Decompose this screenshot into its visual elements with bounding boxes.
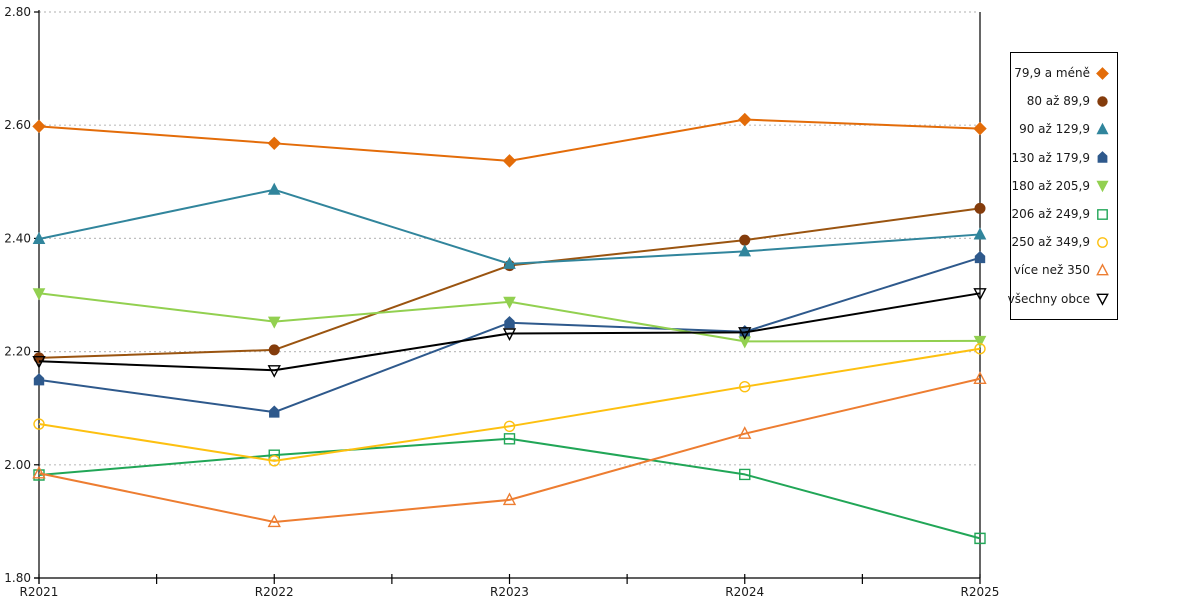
legend-item-label: 130 až 179,9 [1011, 150, 1090, 165]
y-tick-label: 2.80 [4, 5, 31, 19]
data-point-marker [738, 244, 752, 257]
data-point-marker [973, 121, 987, 136]
data-point-marker [267, 365, 281, 378]
x-tick-label: R2022 [255, 585, 294, 599]
x-tick-label: R2023 [490, 585, 529, 599]
triangle-up-legend-marker-icon [1096, 263, 1109, 276]
data-point-marker [269, 405, 280, 418]
data-point-marker [973, 371, 987, 384]
data-point-marker [974, 202, 986, 214]
legend-item-label: 90 až 129,9 [1019, 122, 1090, 137]
data-point-marker [1096, 122, 1109, 135]
legend-item-label: více než 350 [1013, 263, 1090, 278]
data-point-marker [267, 316, 281, 329]
circle-legend-marker-icon [1097, 236, 1108, 248]
triangle-down-legend-marker-icon [1096, 293, 1109, 306]
data-point-marker [32, 231, 46, 244]
legend-item-label: 79,9 a méně [1014, 66, 1090, 81]
legend-item: všechny obce [1007, 285, 1117, 313]
data-point-marker [738, 327, 752, 340]
legend-item-label: všechny obce [1007, 291, 1090, 306]
data-point-marker [32, 356, 46, 369]
data-point-marker [268, 455, 280, 467]
data-point-marker [1096, 293, 1109, 306]
data-point-marker [32, 119, 46, 134]
data-point-marker [268, 344, 280, 356]
data-point-marker [974, 532, 986, 545]
legend-item: více než 350 [1011, 256, 1117, 284]
data-point-marker [974, 250, 986, 264]
data-point-marker [739, 234, 751, 246]
data-point-marker [973, 335, 987, 348]
data-point-marker [503, 433, 516, 445]
y-tick-label: 1.80 [4, 571, 31, 585]
legend-item-label: 180 až 205,9 [1011, 178, 1090, 193]
y-tick-label: 2.20 [4, 345, 31, 359]
x-tick-label: R2025 [961, 585, 1000, 599]
triangle-up-legend-marker-icon [1096, 122, 1109, 135]
data-point-marker [739, 381, 751, 393]
data-point-marker [973, 227, 987, 240]
data-point-marker [1096, 263, 1109, 276]
series-line [38, 377, 981, 523]
data-point-marker [32, 465, 46, 479]
y-tick-label: 2.00 [4, 458, 31, 472]
series-line [38, 256, 981, 414]
data-point-marker [974, 343, 986, 355]
data-point-marker [502, 492, 517, 506]
legend-item: 180 až 205,9 [1011, 172, 1117, 200]
data-point-marker [739, 468, 751, 481]
data-point-marker [267, 136, 281, 151]
data-point-marker [738, 112, 752, 127]
data-point-marker [267, 514, 281, 528]
data-point-marker [1097, 236, 1108, 248]
data-point-marker [33, 373, 45, 386]
data-point-marker [1097, 208, 1108, 220]
x-tick-label: R2021 [20, 585, 59, 599]
legend-item: 206 až 249,9 [1011, 200, 1117, 228]
data-point-marker [1096, 66, 1109, 80]
data-point-marker [503, 296, 516, 309]
data-point-marker [1097, 151, 1108, 163]
triangle-down-legend-marker-icon [1096, 181, 1109, 193]
data-point-marker [1097, 96, 1108, 107]
data-point-marker [503, 420, 516, 432]
data-point-marker [503, 256, 516, 269]
legend-item: 79,9 a méně [1011, 59, 1117, 87]
series-line [38, 437, 981, 540]
data-point-marker [32, 288, 46, 301]
legend-item: 130 až 179,9 [1011, 144, 1117, 172]
x-tick-label: R2024 [725, 585, 764, 599]
data-point-marker [267, 182, 281, 195]
series-line [38, 347, 981, 462]
series-line [38, 292, 981, 372]
chart-legend: 79,9 a méně 80 až 89,9 90 až 129,9 130 až 1… [1007, 52, 1118, 320]
data-point-marker [973, 288, 987, 301]
series-line [38, 207, 981, 359]
circle-legend-marker-icon [1097, 96, 1108, 107]
data-point-marker [502, 328, 517, 341]
legend-item: 90 až 129,9 [1011, 115, 1117, 143]
legend-item-label: 250 až 349,9 [1011, 235, 1090, 250]
data-point-marker [1096, 181, 1109, 193]
data-point-marker [502, 154, 517, 168]
diamond-legend-marker-icon [1096, 66, 1109, 80]
legend-item-label: 206 až 249,9 [1011, 207, 1090, 222]
y-tick-label: 2.60 [4, 118, 31, 132]
pentagon-legend-marker-icon [1097, 151, 1108, 163]
square-legend-marker-icon [1097, 208, 1108, 220]
legend-item: 80 až 89,9 [1011, 87, 1117, 115]
data-point-marker [33, 418, 45, 430]
y-tick-label: 2.40 [4, 231, 31, 245]
data-point-marker [738, 426, 752, 439]
legend-item-label: 80 až 89,9 [1026, 94, 1090, 109]
legend-item: 250 až 349,9 [1011, 228, 1117, 256]
data-point-marker [504, 316, 515, 329]
